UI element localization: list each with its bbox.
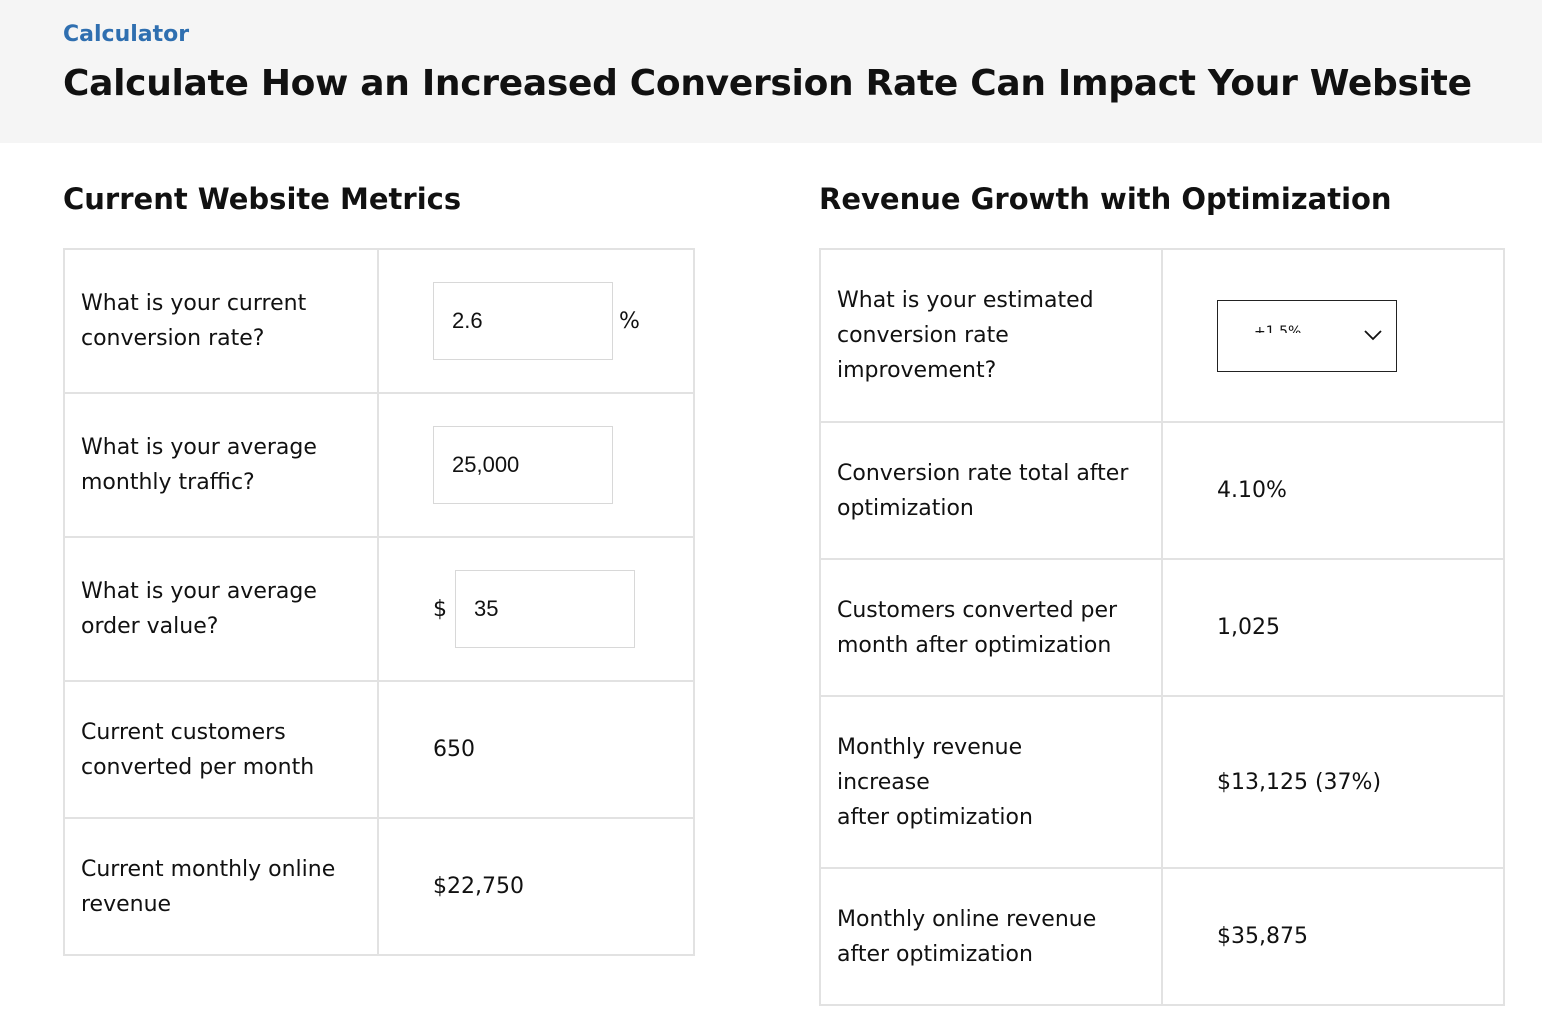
revenue-label: Current monthly online revenue	[63, 817, 379, 956]
growth-table: What is your estimated conversion rate i…	[819, 248, 1505, 1006]
page-header: Calculator Calculate How an Increased Co…	[0, 0, 1542, 143]
order-value-cell: $	[377, 536, 695, 682]
conversion-rate-input[interactable]	[433, 282, 613, 360]
improvement-label: What is your estimated conversion rate i…	[819, 248, 1163, 423]
current-metrics-table: What is your current conversion rate? % …	[63, 248, 695, 956]
revenue-increase-value: $13,125 (37%)	[1161, 695, 1505, 869]
order-value-label: What is your average order value?	[63, 536, 379, 682]
table-row: What is your current conversion rate? %	[63, 248, 695, 394]
traffic-input[interactable]	[433, 426, 613, 504]
traffic-label: What is your average monthly traffic?	[63, 392, 379, 538]
revenue-total-label: Monthly online revenue after optimizatio…	[819, 867, 1163, 1006]
conversion-rate-cell: %	[377, 248, 695, 394]
table-row: Current customers converted per month 65…	[63, 680, 695, 819]
order-value-input[interactable]	[455, 570, 635, 648]
customers-after-label: Customers converted per month after opti…	[819, 558, 1163, 697]
table-row: Current monthly online revenue $22,750	[63, 817, 695, 956]
customers-value: 650	[377, 680, 695, 819]
conversion-total-label: Conversion rate total after optimization	[819, 421, 1163, 560]
conversion-rate-label: What is your current conversion rate?	[63, 248, 379, 394]
table-row: Monthly online revenue after optimizatio…	[819, 867, 1505, 1006]
revenue-increase-label: Monthly revenue increase after optimizatio…	[819, 695, 1163, 869]
conversion-total-value: 4.10%	[1161, 421, 1505, 560]
percent-unit: %	[619, 308, 640, 334]
table-row: Customers converted per month after opti…	[819, 558, 1505, 697]
currency-unit: $	[433, 596, 447, 622]
page-title: Calculate How an Increased Conversion Ra…	[63, 63, 1472, 104]
table-row: What is your average monthly traffic?	[63, 392, 695, 538]
traffic-cell	[377, 392, 695, 538]
eyebrow-label: Calculator	[63, 22, 190, 47]
revenue-value: $22,750	[377, 817, 695, 956]
improvement-selected-value: +1.5%	[1254, 324, 1302, 333]
chevron-down-icon	[1364, 329, 1382, 340]
table-row: Monthly revenue increase after optimizatio…	[819, 695, 1505, 869]
customers-after-value: 1,025	[1161, 558, 1505, 697]
improvement-select[interactable]: +1.5%	[1217, 299, 1397, 372]
growth-title: Revenue Growth with Optimization	[819, 182, 1392, 216]
improvement-cell: +1.5%	[1161, 248, 1505, 423]
current-metrics-title: Current Website Metrics	[63, 182, 462, 216]
table-row: What is your average order value? $	[63, 536, 695, 682]
customers-label: Current customers converted per month	[63, 680, 379, 819]
table-row: What is your estimated conversion rate i…	[819, 248, 1505, 423]
table-row: Conversion rate total after optimization…	[819, 421, 1505, 560]
revenue-total-value: $35,875	[1161, 867, 1505, 1006]
